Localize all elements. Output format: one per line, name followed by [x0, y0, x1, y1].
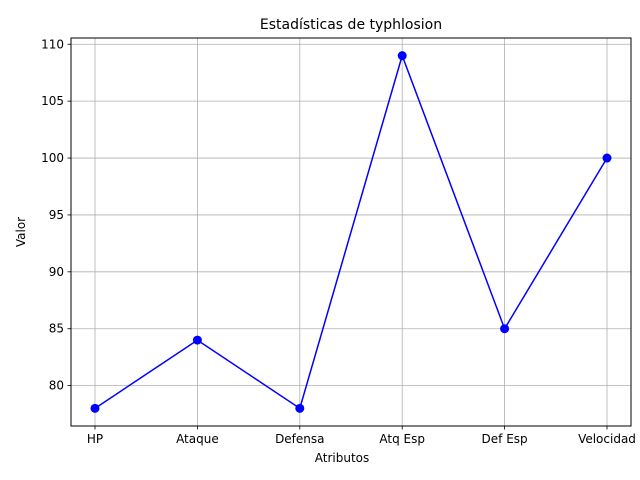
y-tick-label: 100: [41, 151, 64, 165]
y-tick-label: 105: [41, 94, 64, 108]
y-axis-label: Valor: [14, 217, 28, 247]
chart-title: Estadísticas de typhlosion: [260, 17, 442, 33]
x-tick-label: Atq Esp: [379, 432, 425, 446]
x-axis-label: Atributos: [315, 451, 370, 465]
x-tick-label: Ataque: [176, 432, 219, 446]
series-layer: [90, 51, 612, 413]
x-tick-label: HP: [87, 432, 103, 446]
data-point: [397, 51, 407, 61]
data-point: [602, 153, 612, 163]
y-axis-ticks: 80 85 90 95 100 105 110: [41, 37, 71, 393]
data-point: [295, 403, 305, 413]
y-tick-label: 110: [41, 37, 64, 51]
x-tick-label: Defensa: [275, 432, 324, 446]
x-axis-ticks: HP Ataque Defensa Atq Esp Def Esp Velocidad: [87, 426, 636, 446]
data-point: [90, 403, 100, 413]
grid-lines: [71, 38, 631, 426]
x-tick-label: Def Esp: [482, 432, 528, 446]
y-tick-label: 90: [49, 265, 64, 279]
y-tick-label: 80: [49, 379, 64, 393]
y-tick-label: 85: [49, 322, 64, 336]
x-tick-label: Velocidad: [578, 432, 636, 446]
series-line: [94, 53, 608, 410]
data-point: [192, 335, 202, 345]
plot-frame: [70, 37, 632, 427]
y-tick-label: 95: [49, 208, 64, 222]
data-point: [500, 324, 510, 334]
